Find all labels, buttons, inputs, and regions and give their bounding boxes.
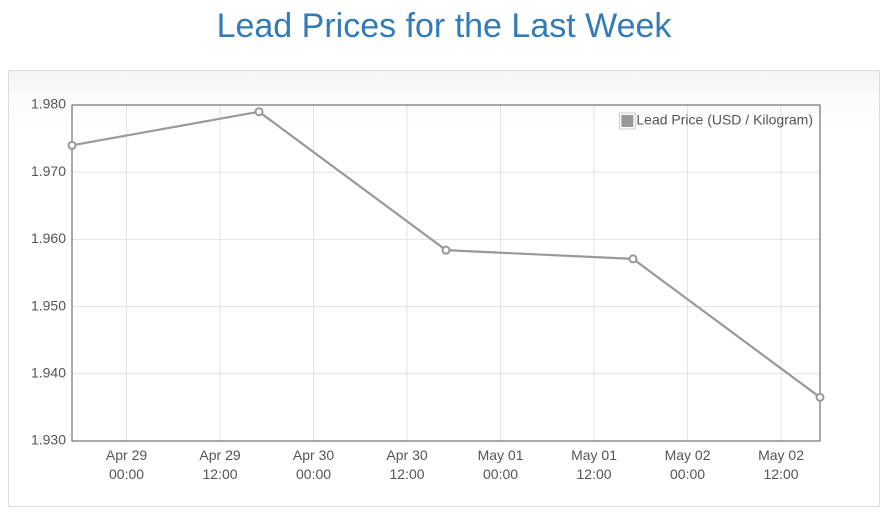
x-tick-time: 12:00 bbox=[764, 466, 799, 482]
x-tick-date: Apr 30 bbox=[386, 447, 427, 463]
x-tick-label: May 01 00:00 bbox=[478, 447, 524, 482]
legend-swatch bbox=[621, 115, 634, 127]
legend-swatch-border bbox=[618, 112, 636, 130]
x-tick-date: Apr 29 bbox=[199, 447, 240, 463]
x-tick-label: Apr 29 00:00 bbox=[106, 447, 147, 482]
data-point bbox=[815, 392, 825, 402]
x-tick-date: May 01 bbox=[478, 447, 524, 463]
x-tick-date: May 02 bbox=[758, 447, 804, 463]
x-tick-date: Apr 30 bbox=[293, 447, 334, 463]
x-tick-label: May 01 12:00 bbox=[571, 447, 617, 482]
x-tick-label: Apr 30 12:00 bbox=[386, 447, 427, 482]
chart-title: Lead Prices for the Last Week bbox=[217, 7, 673, 45]
x-tick-time: 00:00 bbox=[296, 466, 331, 482]
y-tick-label: 1.930 bbox=[31, 432, 66, 448]
x-tick-time: 12:00 bbox=[577, 466, 612, 482]
x-tick-time: 00:00 bbox=[483, 466, 518, 482]
panel bbox=[8, 70, 880, 507]
legend-label: Lead Price (USD / Kilogram) bbox=[636, 112, 813, 128]
x-tick-label: May 02 12:00 bbox=[758, 447, 804, 482]
x-tick-date: May 02 bbox=[665, 447, 711, 463]
x-tick-label: Apr 30 00:00 bbox=[293, 447, 334, 482]
y-tick-label: 1.960 bbox=[31, 230, 66, 246]
x-tick-label: May 02 00:00 bbox=[665, 447, 711, 482]
y-tick-label: 1.950 bbox=[31, 297, 66, 313]
plot-border bbox=[71, 104, 821, 442]
y-tick-label: 1.970 bbox=[31, 163, 66, 179]
x-tick-time: 12:00 bbox=[203, 466, 238, 482]
data-point bbox=[441, 245, 451, 255]
data-point bbox=[67, 140, 77, 150]
x-tick-time: 00:00 bbox=[670, 466, 705, 482]
data-point bbox=[254, 107, 264, 117]
y-tick-label: 1.940 bbox=[31, 365, 66, 381]
data-point bbox=[628, 254, 638, 264]
x-tick-date: May 01 bbox=[571, 447, 617, 463]
legend: Lead Price (USD / Kilogram) bbox=[618, 112, 813, 130]
x-tick-date: Apr 29 bbox=[106, 447, 147, 463]
x-tick-time: 12:00 bbox=[390, 466, 425, 482]
x-tick-time: 00:00 bbox=[109, 466, 144, 482]
y-tick-label: 1.980 bbox=[31, 96, 66, 112]
x-tick-label: Apr 29 12:00 bbox=[199, 447, 240, 482]
